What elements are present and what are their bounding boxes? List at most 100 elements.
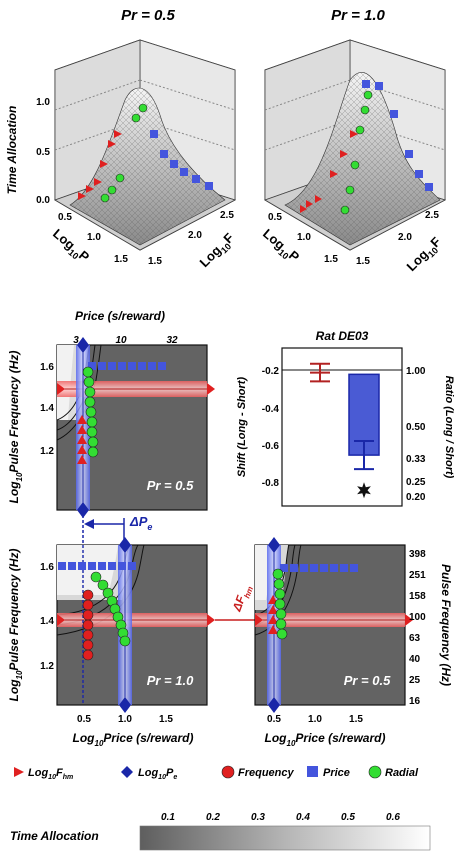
- colorbar-tick: 0.6: [386, 812, 400, 823]
- price-tick: 32: [166, 335, 178, 346]
- z-tick: 1.0: [36, 97, 50, 108]
- legend-fhm: Log10Fhm: [28, 767, 73, 781]
- p-tick: 0.5: [268, 212, 282, 223]
- hz-tick: 63: [409, 633, 421, 644]
- pr-label-c: Pr = 1.0: [147, 673, 194, 688]
- colorbar-tick: 0.4: [296, 812, 310, 823]
- legend-frequency: Frequency: [238, 767, 295, 779]
- contour-panel-d: Pr = 0.5: [254, 537, 413, 713]
- top-right-title: Pr = 1.0: [331, 7, 385, 24]
- price-squares-c: [58, 562, 136, 570]
- hz-tick: 158: [409, 591, 426, 602]
- top-z-ticks-left: 1.0 0.5 0.0: [36, 97, 50, 206]
- delta-pe-label: ΔPe: [129, 514, 152, 532]
- price-axis-title: Price (s/reward): [75, 309, 165, 323]
- p-tick: 1.5: [114, 254, 128, 265]
- markers-3d-left: [78, 103, 213, 203]
- ratio-tick: 0.20: [406, 492, 426, 503]
- legend-price: Price: [323, 767, 350, 779]
- y-ticks-c: 1.6 1.4 1.2: [40, 562, 54, 672]
- hz-tick: 100: [409, 612, 426, 623]
- bar-y-ticks: -0.2 -0.4 -0.6 -0.8: [262, 366, 280, 489]
- top-left-title: Pr = 0.5: [121, 7, 175, 24]
- x-axis-label-c: Log10Price (s/reward): [73, 731, 194, 748]
- contour-panel-c: Pr = 1.0: [56, 537, 215, 713]
- legend-pe: Log10Pe: [138, 767, 177, 781]
- z-tick: 0.5: [36, 147, 50, 158]
- price-squares-d: [280, 564, 358, 572]
- ratio-tick: 0.25: [406, 477, 426, 488]
- colorbar-ticks: 0.1 0.2 0.3 0.4 0.5 0.6: [161, 812, 400, 823]
- top-f-ticks-left: 2.5 2.0 1.5: [148, 210, 234, 267]
- legend-radial: Radial: [385, 767, 419, 779]
- bar-y-tick: -0.6: [262, 441, 280, 452]
- f-tick: 2.5: [220, 210, 234, 221]
- radial-circles-a: [82, 366, 99, 458]
- y-tick: 1.4: [40, 403, 54, 414]
- f-tick: 2.0: [398, 232, 412, 243]
- x-ticks-d: 0.5 1.0 1.5: [267, 714, 363, 725]
- bar-y-tick: -0.8: [262, 478, 280, 489]
- hz-tick: 398: [409, 549, 426, 560]
- frequency-triangles-a: [77, 415, 87, 464]
- price-top-ticks: 3 10 32: [73, 335, 178, 346]
- price-squares-a: [88, 362, 166, 370]
- surface-plot-left: [54, 39, 237, 251]
- f-tick: 2.5: [425, 210, 439, 221]
- logF-label-left: Log10F: [197, 230, 239, 272]
- hz-tick: 25: [409, 675, 421, 686]
- colorbar-tick: 0.3: [251, 812, 265, 823]
- bar-right-label: Ratio (Long / Short): [443, 376, 454, 479]
- radial-circles-d: [272, 568, 288, 640]
- colorbar-tick: 0.1: [161, 812, 175, 823]
- x-axis-label-d: Log10Price (s/reward): [265, 731, 386, 748]
- f-tick: 2.0: [188, 230, 202, 241]
- y-tick: 1.6: [40, 562, 54, 573]
- p-tick: 1.5: [324, 254, 338, 265]
- top-p-ticks-left: 0.5 1.0 1.5: [58, 212, 128, 265]
- price-tick: 10: [115, 335, 127, 346]
- bar-right-ticks: 1.00 0.50 0.33 0.25 0.20: [406, 366, 426, 503]
- ratio-tick: 1.00: [406, 366, 426, 377]
- top-f-ticks-right: 2.5 2.0 1.5: [356, 210, 439, 267]
- y-ticks-a: 1.6 1.4 1.2: [40, 362, 54, 457]
- bar-y-label: Shift (Long - Short): [236, 377, 248, 478]
- x-tick: 0.5: [267, 714, 281, 725]
- hz-tick: 40: [409, 654, 421, 665]
- hz-tick: 16: [409, 696, 421, 707]
- y-tick: 1.4: [40, 616, 54, 627]
- radial-circles-c: [90, 571, 131, 647]
- bars-layer: [310, 362, 380, 499]
- top-p-ticks-right: 0.5 1.0 1.5: [268, 212, 338, 265]
- z-tick: 0.0: [36, 195, 50, 206]
- ratio-tick: 0.50: [406, 422, 426, 433]
- y-axis-label-a: Log10Pulse Frequency (Hz): [7, 351, 24, 504]
- bar-y-tick: -0.2: [262, 366, 280, 377]
- f-tick: 1.5: [148, 256, 162, 267]
- colorbar-label: Time Allocation: [10, 829, 99, 843]
- surface-plot-right: [264, 39, 447, 251]
- bar-y-tick: -0.4: [262, 404, 280, 415]
- y-axis-label-c: Log10Pulse Frequency (Hz): [7, 549, 24, 702]
- legend: Log10Fhm Log10Pe Frequency Price Radial: [14, 765, 419, 781]
- x-tick: 0.5: [77, 714, 91, 725]
- delta-fhm-label: ΔFhm: [229, 582, 255, 614]
- frequency-circles-c: [82, 589, 94, 661]
- x-tick: 1.5: [159, 714, 173, 725]
- z-axis-label: Time Allocation: [5, 106, 19, 195]
- y-tick: 1.2: [40, 661, 54, 672]
- price-tick: 3: [73, 335, 79, 346]
- significance-star-icon: [357, 482, 371, 499]
- p-tick: 0.5: [58, 212, 72, 223]
- x-tick: 1.5: [349, 714, 363, 725]
- x-tick: 1.0: [118, 714, 132, 725]
- logP-label-right: Log10P: [258, 226, 302, 267]
- x-ticks-c: 0.5 1.0 1.5: [77, 714, 173, 725]
- bar-chart: [281, 347, 403, 507]
- hz-tick: 251: [409, 570, 426, 581]
- contour-panel-a: Pr = 0.5: [56, 337, 215, 518]
- panel-b-title: Rat DE03: [316, 329, 369, 343]
- pr-label-a: Pr = 0.5: [147, 478, 194, 493]
- colorbar-tick: 0.2: [206, 812, 220, 823]
